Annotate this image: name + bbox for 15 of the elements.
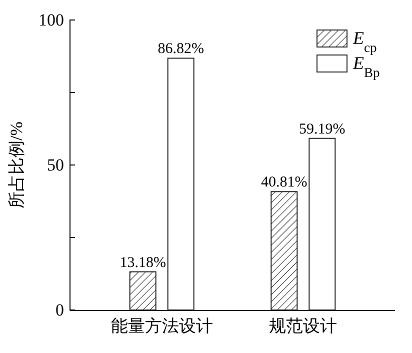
- data-label: 59.19%: [299, 121, 346, 138]
- bar: [308, 138, 336, 310]
- bar: [129, 271, 156, 310]
- bar: [167, 58, 194, 310]
- legend-label: E$_{cp}$: [352, 28, 377, 54]
- data-label: 40.81%: [261, 174, 308, 191]
- x-tick-label: 规范设计: [269, 316, 338, 336]
- x-tick-label: 能量方法设计: [110, 316, 213, 336]
- y-axis-title: 所占比例/%: [7, 122, 26, 208]
- y-tick-label: 100: [38, 10, 64, 30]
- y-tick-label: 50: [47, 155, 64, 174]
- bar: [270, 191, 298, 310]
- data-label: 86.82%: [158, 41, 204, 58]
- y-tick-label: 0: [56, 300, 64, 320]
- data-label: 13.18%: [120, 254, 166, 271]
